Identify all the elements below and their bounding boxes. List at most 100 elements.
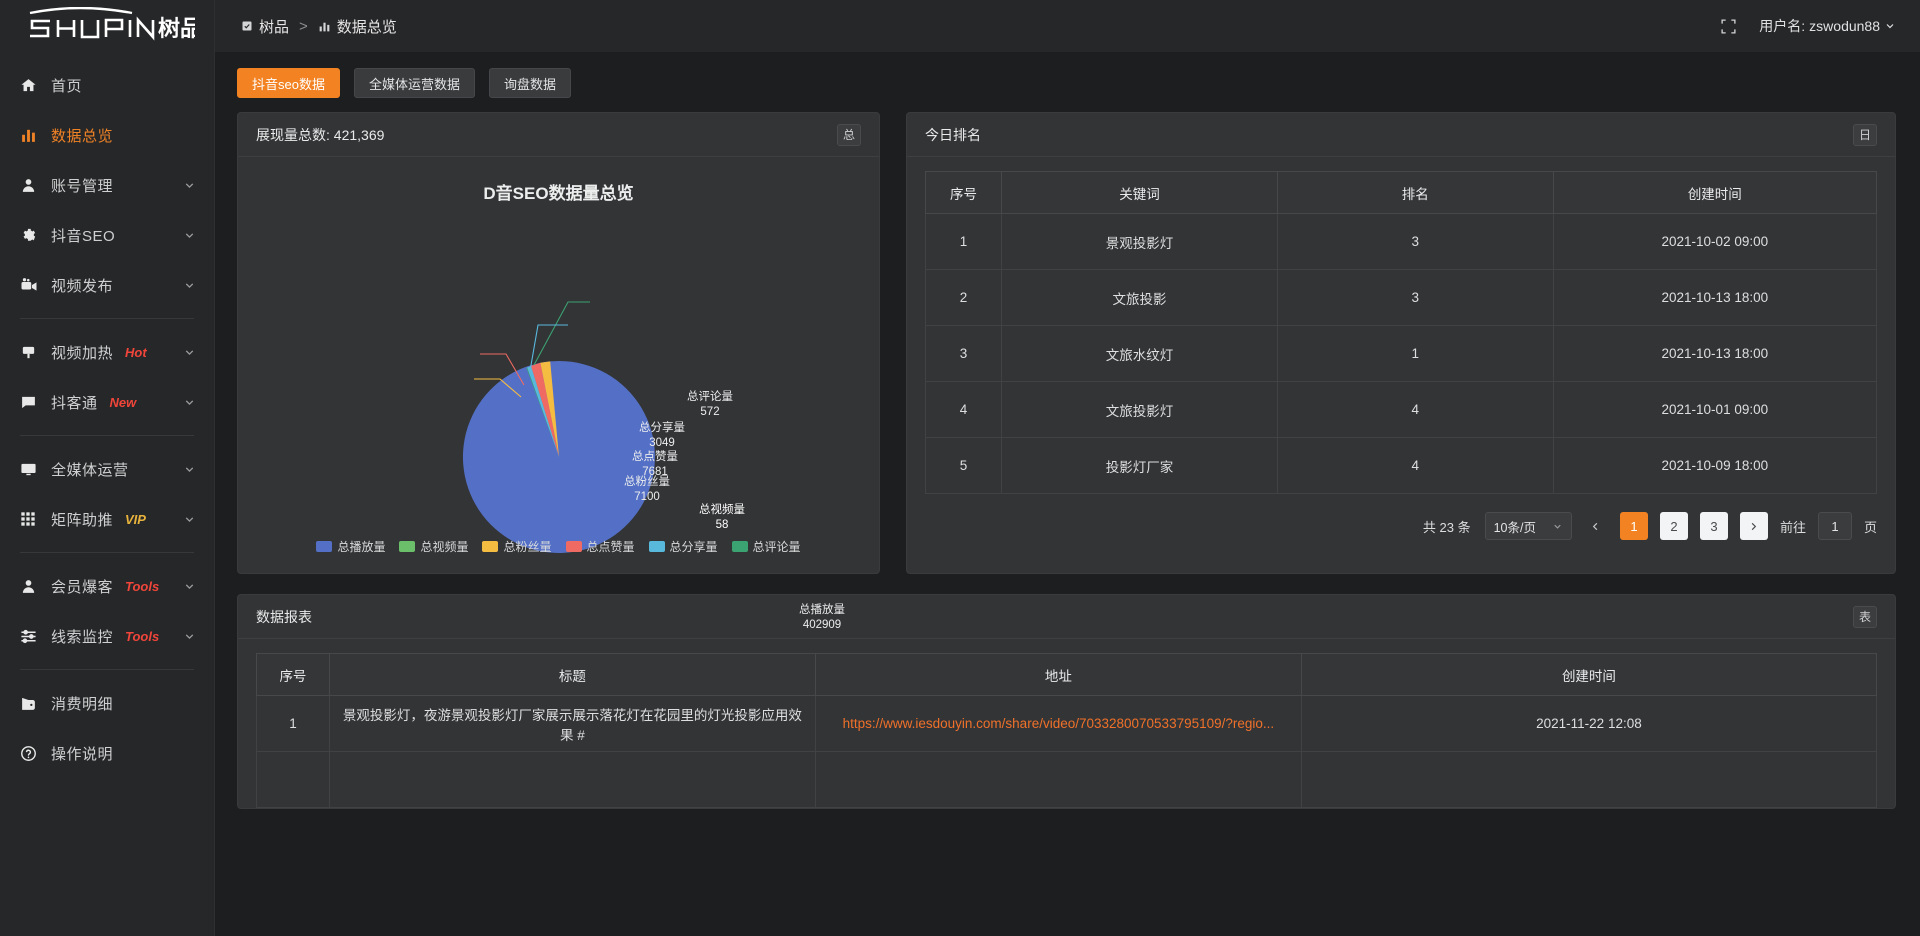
sidebar-divider (20, 435, 194, 436)
cell-index: 1 (256, 695, 330, 752)
table-row[interactable]: 3 文旅水纹灯 1 2021-10-13 18:00 (924, 325, 1878, 382)
sidebar-item-label: 矩阵助推 (51, 511, 114, 529)
legend-label: 总播放量 (337, 540, 386, 554)
breadcrumb: 树品 > 数据总览 (241, 16, 397, 37)
cell-rank: 3 (1276, 269, 1554, 326)
breadcrumb-item-current[interactable]: 数据总览 (318, 16, 397, 37)
cell-index: 5 (924, 437, 1003, 494)
pie-label-videos: 总视频量 58 (699, 504, 745, 531)
sidebar-item-label: 抖客通 (51, 394, 98, 412)
cell-rank: 4 (1276, 381, 1554, 438)
sidebar-item-video-publish[interactable]: 视频发布 (0, 260, 214, 310)
table-row[interactable]: 2 文旅投影 3 2021-10-13 18:00 (924, 269, 1878, 326)
legend-swatch (399, 541, 416, 552)
page-size-select[interactable]: 10条/页 (1484, 512, 1572, 540)
pagination-next-button[interactable] (1739, 512, 1768, 540)
chevron-down-icon (183, 513, 196, 526)
chart-title: D音SEO数据量总览 (483, 184, 634, 203)
tab-inquiry-data[interactable]: 询盘数据 (488, 68, 571, 98)
ranking-card-title: 今日排名 (925, 126, 981, 143)
home-icon (20, 76, 40, 94)
column-header-index: 序号 (256, 653, 330, 696)
video-camera-icon (20, 276, 40, 294)
legend-item[interactable]: 总点赞量 (565, 538, 635, 555)
pagination-jump-input[interactable] (1817, 512, 1852, 540)
tab-omnimedia-operation-data[interactable]: 全媒体运营数据 (353, 68, 475, 98)
dashboard-row: 展现量总数: 421,369 总 D音SEO数据量总览 (237, 112, 1896, 631)
sidebar-item-consumption-detail[interactable]: 消费明细 (0, 678, 214, 728)
pagination-page-2[interactable]: 2 (1659, 512, 1688, 540)
legend-item[interactable]: 总评论量 (731, 538, 801, 555)
sidebar-item-label: 会员爆客 (51, 578, 114, 596)
sidebar-item-tag: New (109, 394, 137, 410)
pagination: 共 23 条 10条/页 1 2 3 (907, 494, 1895, 560)
legend-item[interactable]: 总粉丝量 (482, 538, 552, 555)
chart-legend: 总播放量 总视频量 总粉丝量 (238, 538, 879, 555)
cell-keyword: 投影灯厂家 (1001, 437, 1278, 494)
table-row[interactable]: 1 景观投影灯，夜游景观投影灯厂家展示展示落花灯在花园里的灯光投影应用效果 # … (256, 695, 1878, 752)
report-card-header: 数据报表 表 (238, 595, 1895, 639)
chevron-down-icon (1552, 521, 1563, 532)
page-size-value: 10条/页 (1493, 520, 1536, 535)
table-header-row: 序号 标题 地址 创建时间 (256, 653, 1878, 696)
table-row[interactable] (256, 751, 1878, 808)
report-card-badge[interactable]: 表 (1852, 605, 1877, 628)
sidebar-item-member-marketing[interactable]: 会员爆客 Tools (0, 561, 214, 611)
sidebar-item-omnimedia-operation[interactable]: 全媒体运营 (0, 444, 214, 494)
cell-created: 2021-11-22 12:08 (1300, 695, 1878, 752)
brand-logo[interactable]: 树品 (0, 0, 214, 52)
cell-created: 2021-10-02 09:00 (1552, 213, 1878, 270)
chevron-down-icon (183, 279, 196, 292)
cell-index (256, 751, 330, 808)
legend-item[interactable]: 总视频量 (399, 538, 468, 555)
chart-card-badge[interactable]: 总 (836, 123, 861, 146)
legend-item[interactable]: 总分享量 (648, 538, 718, 555)
cell-title (328, 751, 816, 808)
sidebar-item-label: 消费明细 (51, 695, 114, 713)
sidebar-item-tag: VIP (125, 511, 146, 527)
column-header-address: 地址 (814, 653, 1302, 696)
sidebar-item-label: 视频加热 (51, 344, 114, 362)
user-menu[interactable]: 用户名: zswodun88 (1759, 16, 1896, 36)
sidebar-item-video-boost[interactable]: 视频加热 Hot (0, 327, 214, 377)
table-row[interactable]: 1 景观投影灯 3 2021-10-02 09:00 (924, 213, 1878, 270)
member-icon (20, 577, 40, 595)
column-header-keyword: 关键词 (1001, 171, 1278, 214)
video-link[interactable]: https://www.iesdouyin.com/share/video/70… (842, 716, 1275, 731)
pagination-prev-button[interactable] (1584, 513, 1608, 539)
pagination-page-1[interactable]: 1 (1619, 512, 1648, 540)
sidebar-item-account-management[interactable]: 账号管理 (0, 160, 214, 210)
sidebar-item-tag: Tools (125, 578, 160, 594)
rocket-icon (20, 343, 40, 361)
sidebar-item-data-overview[interactable]: 数据总览 (0, 110, 214, 160)
sidebar-item-label: 首页 (51, 77, 83, 95)
sidebar-item-home[interactable]: 首页 (0, 60, 214, 110)
legend-item[interactable]: 总播放量 (316, 538, 385, 555)
data-report-card: 数据报表 表 序号 标题 地址 创建时间 (237, 594, 1896, 809)
chevron-down-icon (183, 346, 196, 359)
column-header-index: 序号 (924, 171, 1003, 214)
user-name-label: zswodun88 (1809, 18, 1880, 34)
sidebar-item-douketong[interactable]: 抖客通 New (0, 377, 214, 427)
pie-label-fans: 总粉丝量 7100 (624, 476, 670, 503)
fullscreen-icon[interactable] (1720, 18, 1737, 35)
sidebar-item-matrix-boost[interactable]: 矩阵助推 VIP (0, 494, 214, 544)
cell-keyword: 文旅投影 (1001, 269, 1278, 326)
sidebar-item-label: 数据总览 (51, 127, 114, 145)
pagination-page-3[interactable]: 3 (1699, 512, 1728, 540)
sidebar-item-label: 线索监控 (51, 628, 114, 646)
ranking-card-badge[interactable]: 日 (1852, 123, 1877, 146)
sidebar-item-douyin-seo[interactable]: 抖音SEO (0, 210, 214, 260)
breadcrumb-item-root[interactable]: 树品 (241, 16, 289, 37)
table-row[interactable]: 5 投影灯厂家 4 2021-10-09 18:00 (924, 437, 1878, 494)
sidebar-item-lead-monitor[interactable]: 线索监控 Tools (0, 611, 214, 661)
question-icon (20, 744, 40, 762)
chart-card: 展现量总数: 421,369 总 D音SEO数据量总览 (237, 112, 880, 631)
cell-index: 1 (924, 213, 1003, 270)
sidebar-item-instructions[interactable]: 操作说明 (0, 728, 214, 778)
table-row[interactable]: 4 文旅投影灯 4 2021-10-01 09:00 (924, 381, 1878, 438)
legend-swatch (565, 541, 582, 552)
topbar: 树品 > 数据总览 用户名: zswodun88 (215, 0, 1920, 52)
tab-douyin-seo-data[interactable]: 抖音seo数据 (237, 68, 340, 98)
